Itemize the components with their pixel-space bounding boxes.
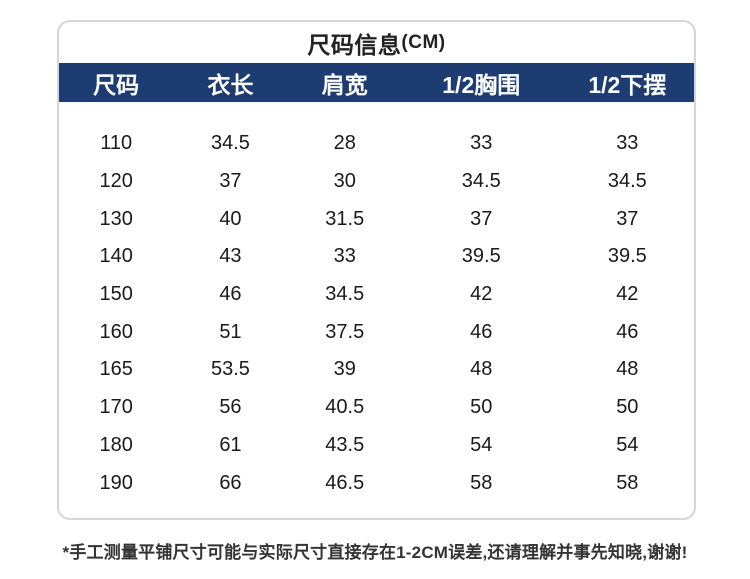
table-cell: 43 (219, 245, 242, 268)
table-cell: 180 (99, 433, 133, 456)
table-cell: 33 (616, 132, 639, 155)
column-header-size: 尺码 (93, 71, 140, 98)
table-cell: 150 (99, 283, 133, 306)
size-chart-title-unit: (CM) (401, 31, 446, 53)
table-cell: 58 (616, 471, 639, 494)
table-cell: 33 (333, 245, 356, 268)
column-header-garment-length: 衣长 (207, 71, 254, 98)
table-header-row: 尺码 衣长 肩宽 1/2胸围 1/2下摆 (59, 63, 694, 102)
column-header-half-chest: 1/2胸围 (442, 71, 521, 98)
table-cell: 46.5 (325, 471, 365, 494)
table-cell: 46 (616, 320, 639, 343)
table-cell: 61 (219, 433, 242, 456)
table-row: 140 43 33 39.5 39.5 (59, 238, 694, 276)
table-row: 160 51 37.5 46 46 (59, 313, 694, 351)
table-cell: 50 (470, 396, 493, 419)
table-cell: 140 (99, 245, 133, 268)
size-chart-title-text: 尺码信息 (307, 31, 402, 58)
table-cell: 34.5 (325, 283, 365, 306)
table-cell: 130 (99, 207, 133, 230)
table-cell: 39.5 (607, 245, 647, 268)
table-cell: 51 (219, 320, 242, 343)
table-row: 120 37 30 34.5 34.5 (59, 163, 694, 201)
table-cell: 42 (470, 283, 493, 306)
table-cell: 30 (333, 170, 356, 193)
table-row: 190 66 46.5 58 58 (59, 464, 694, 502)
table-cell: 37 (470, 207, 493, 230)
table-cell: 165 (99, 358, 133, 381)
table-cell: 66 (219, 471, 242, 494)
table-cell: 34.5 (210, 132, 250, 155)
table-cell: 54 (616, 433, 639, 456)
table-cell: 37 (616, 207, 639, 230)
table-row: 110 34.5 28 33 33 (59, 125, 694, 163)
table-cell: 110 (100, 132, 133, 155)
table-cell: 43.5 (325, 433, 365, 456)
footer-note: *手工测量平铺尺寸可能与实际尺寸直接存在1-2CM误差,还请理解并事先知晓,谢谢… (62, 543, 688, 562)
table-cell: 46 (470, 320, 493, 343)
table-row: 130 40 31.5 37 37 (59, 200, 694, 238)
size-chart-title: 尺码信息 (CM) (59, 22, 694, 63)
table-cell: 58 (470, 471, 493, 494)
table-cell: 40.5 (325, 396, 365, 419)
table-cell: 33 (470, 132, 493, 155)
table-row: 180 61 43.5 54 54 (59, 427, 694, 465)
table-cell: 190 (99, 471, 133, 494)
table-cell: 37.5 (325, 320, 365, 343)
table-row: 165 53.5 39 48 48 (59, 351, 694, 389)
table-cell: 34.5 (607, 170, 647, 193)
table-body: 110 34.5 28 33 33 120 37 30 34.5 34.5 130 40 31.5 37 3… (59, 102, 694, 502)
table-cell: 56 (219, 396, 242, 419)
table-cell: 39 (333, 358, 356, 381)
table-cell: 160 (99, 320, 133, 343)
table-cell: 31.5 (325, 207, 365, 230)
table-cell: 42 (616, 283, 639, 306)
table-cell: 48 (616, 358, 639, 381)
size-chart-card: 尺码信息 (CM) 尺码 衣长 肩宽 1/2胸围 1/2下摆 110 34.5 28 3… (57, 20, 696, 520)
table-row: 150 46 34.5 42 42 (59, 276, 694, 314)
table-cell: 46 (219, 283, 242, 306)
table-cell: 34.5 (461, 170, 501, 193)
table-cell: 28 (333, 132, 356, 155)
column-header-half-hem: 1/2下摆 (588, 71, 667, 98)
table-cell: 53.5 (210, 358, 250, 381)
table-row: 170 56 40.5 50 50 (59, 389, 694, 427)
table-cell: 40 (219, 207, 242, 230)
table-cell: 170 (99, 396, 133, 419)
table-cell: 120 (99, 170, 133, 193)
column-header-shoulder-width: 肩宽 (321, 71, 368, 98)
table-cell: 48 (470, 358, 493, 381)
table-cell: 39.5 (461, 245, 501, 268)
table-cell: 54 (470, 433, 493, 456)
table-cell: 50 (616, 396, 639, 419)
table-cell: 37 (219, 170, 242, 193)
